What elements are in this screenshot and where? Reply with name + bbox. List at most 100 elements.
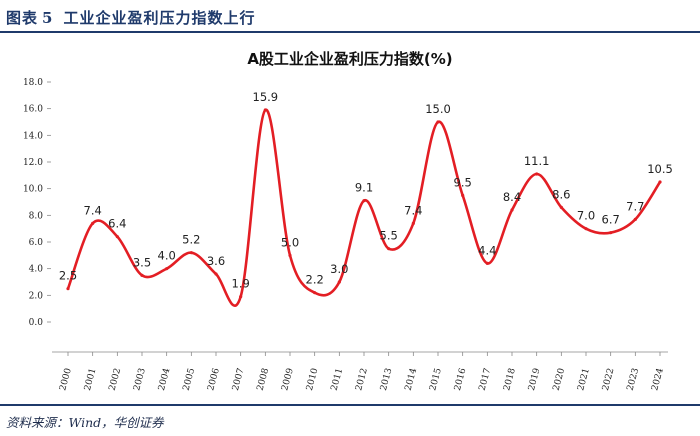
data-label-2024: 10.5	[647, 162, 673, 176]
y-tick-label: 2.0	[29, 291, 44, 301]
data-label-2004: 4.0	[158, 249, 176, 263]
x-tick-label: 2014	[404, 367, 420, 392]
data-point-2021	[584, 227, 588, 231]
data-point-2024	[658, 180, 662, 184]
x-tick-label: 2020	[552, 367, 568, 392]
figure-number: 5	[42, 9, 54, 27]
x-tick-label: 2016	[453, 367, 469, 392]
x-tick-label: 2024	[650, 367, 666, 392]
data-point-2008	[263, 108, 267, 112]
data-point-2022	[609, 231, 613, 235]
y-tick-label: 18.0	[23, 78, 43, 88]
x-tick-label: 2008	[256, 367, 272, 392]
y-axis: 0.0 2.0 4.0 6.0 8.0 10.0 12.0 14.0 16.0 18.0	[23, 78, 51, 328]
data-label-2022: 6.7	[602, 213, 620, 227]
y-tick-label: 16.0	[23, 105, 43, 115]
x-tick-label: 2012	[354, 367, 370, 392]
data-label-2001: 7.4	[84, 203, 102, 217]
data-label-2010: 2.2	[306, 273, 324, 287]
data-label-2021: 7.0	[577, 209, 595, 223]
data-point-2013	[387, 247, 391, 251]
data-point-2004	[165, 267, 169, 271]
data-label-2013: 5.5	[380, 229, 398, 243]
data-label-2023: 7.7	[626, 199, 644, 213]
data-point-2012	[362, 199, 366, 203]
data-point-2009	[288, 253, 292, 257]
x-tick-label: 2003	[132, 367, 148, 392]
data-label-2005: 5.2	[182, 233, 200, 247]
data-label-2017: 4.4	[478, 243, 496, 257]
figure-header: 图表 5 工业企业盈利压力指数上行	[0, 0, 700, 34]
x-tick-label: 2001	[83, 367, 99, 392]
data-point-2003	[140, 273, 144, 277]
x-tick-label: 2006	[206, 367, 222, 392]
chart-title: A股工业企业盈利压力指数(%)	[247, 50, 452, 68]
data-point-2018	[510, 208, 514, 212]
series-profit-pressure-index	[66, 108, 662, 307]
x-tick-label: 2007	[231, 367, 247, 392]
x-tick-label: 2011	[330, 367, 346, 392]
source-note: 资料来源：Wind，华创证券	[6, 415, 164, 430]
y-tick-label: 14.0	[23, 131, 43, 141]
data-label-2019: 11.1	[524, 154, 550, 168]
y-tick-label: 4.0	[29, 265, 44, 275]
x-tick-label: 2023	[626, 367, 642, 392]
data-point-2006	[214, 272, 218, 276]
header-rule	[0, 31, 700, 33]
x-tick-label: 2017	[478, 367, 494, 392]
data-point-2000	[66, 287, 70, 291]
figure-title: 工业企业盈利压力指数上行	[63, 9, 256, 27]
x-tick-label: 2002	[108, 367, 124, 392]
data-point-2017	[485, 261, 489, 265]
data-label-2009: 5.0	[281, 235, 299, 249]
x-tick-label: 2022	[601, 367, 617, 392]
data-label-2011: 3.0	[330, 262, 348, 276]
y-tick-label: 8.0	[29, 211, 44, 221]
data-label-2015: 15.0	[425, 102, 451, 116]
data-label-2002: 6.4	[108, 217, 126, 231]
figure-caption: 图表 5 工业企业盈利压力指数上行	[6, 7, 255, 28]
x-tick-label: 2009	[280, 367, 296, 392]
data-label-2020: 8.6	[552, 187, 570, 201]
data-point-2011	[337, 280, 341, 284]
data-point-2014	[411, 221, 415, 225]
data-label-2016: 9.5	[454, 175, 472, 189]
data-point-2023	[633, 217, 637, 221]
data-point-2001	[91, 221, 95, 225]
x-tick-label: 2010	[305, 367, 321, 392]
y-tick-label: 0.0	[29, 318, 44, 328]
line-chart: A股工业企业盈利压力指数(%) 0.0 2.0 4.0 6.0 8.0 10.0 12.0 1…	[23, 50, 673, 392]
x-tick-label: 2004	[157, 367, 173, 392]
footer-rule	[0, 404, 700, 406]
x-tick-label: 2021	[576, 367, 592, 392]
figure-label: 图表	[6, 9, 39, 27]
data-label-2003: 3.5	[133, 255, 151, 269]
data-point-2016	[461, 193, 465, 197]
x-tick-label: 2013	[379, 367, 395, 392]
x-tick-label: 2018	[502, 367, 518, 392]
data-label-2008: 15.9	[253, 90, 279, 104]
x-tick-label: 2005	[182, 367, 198, 392]
x-tick-label: 2015	[428, 367, 444, 392]
data-point-2020	[559, 205, 563, 209]
data-label-2000: 2.5	[59, 269, 77, 283]
x-tick-label: 2000	[58, 367, 74, 392]
data-label-2006: 3.6	[207, 254, 225, 268]
data-label-2012: 9.1	[355, 181, 373, 195]
data-point-2019	[535, 172, 539, 176]
data-point-2005	[189, 251, 193, 255]
x-axis: 2000 2001 2002 2003 2004 2005 2006 2007 2008 2009…	[52, 351, 668, 392]
series-line	[66, 108, 662, 307]
data-point-2015	[436, 120, 440, 124]
data-label-2014: 7.4	[404, 203, 422, 217]
data-point-2007	[239, 295, 243, 299]
y-tick-label: 10.0	[23, 185, 43, 195]
x-tick-label: 2019	[527, 367, 543, 392]
y-tick-label: 12.0	[23, 158, 43, 168]
data-point-2002	[115, 235, 119, 239]
data-labels: 2.5 7.4 6.4 3.5 4.0 5.2 3.6 1.9 15.9 5.0 2.2 3.0 9.1…	[59, 90, 673, 291]
data-label-2018: 8.4	[503, 190, 521, 204]
figure-footer: 资料来源：Wind，华创证券	[0, 404, 700, 436]
data-point-2010	[313, 291, 317, 295]
y-tick-label: 6.0	[29, 238, 44, 248]
